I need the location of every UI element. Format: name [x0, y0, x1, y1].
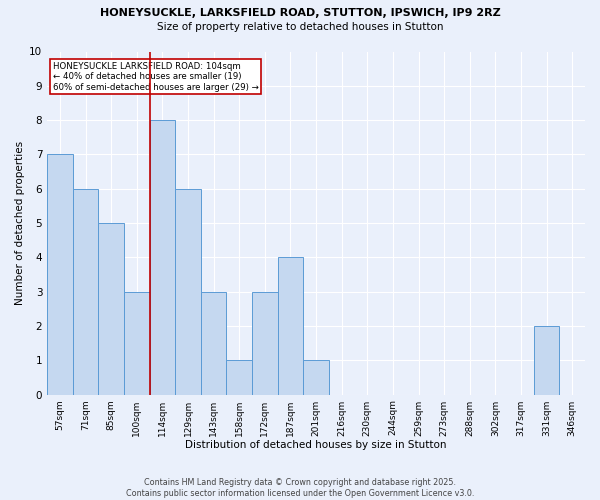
Text: HONEYSUCKLE, LARKSFIELD ROAD, STUTTON, IPSWICH, IP9 2RZ: HONEYSUCKLE, LARKSFIELD ROAD, STUTTON, I…	[100, 8, 500, 18]
Bar	[252, 292, 278, 395]
Bar	[98, 223, 124, 394]
Bar	[124, 292, 149, 395]
Bar	[303, 360, 329, 394]
Bar	[175, 188, 201, 394]
Bar	[226, 360, 252, 394]
Text: HONEYSUCKLE LARKSFIELD ROAD: 104sqm
← 40% of detached houses are smaller (19)
60: HONEYSUCKLE LARKSFIELD ROAD: 104sqm ← 40…	[53, 62, 259, 92]
X-axis label: Distribution of detached houses by size in Stutton: Distribution of detached houses by size …	[185, 440, 447, 450]
Bar	[47, 154, 73, 394]
Y-axis label: Number of detached properties: Number of detached properties	[15, 141, 25, 305]
Bar	[534, 326, 559, 394]
Bar	[201, 292, 226, 395]
Text: Size of property relative to detached houses in Stutton: Size of property relative to detached ho…	[157, 22, 443, 32]
Bar	[278, 258, 303, 394]
Bar	[149, 120, 175, 394]
Text: Contains HM Land Registry data © Crown copyright and database right 2025.
Contai: Contains HM Land Registry data © Crown c…	[126, 478, 474, 498]
Bar	[73, 188, 98, 394]
